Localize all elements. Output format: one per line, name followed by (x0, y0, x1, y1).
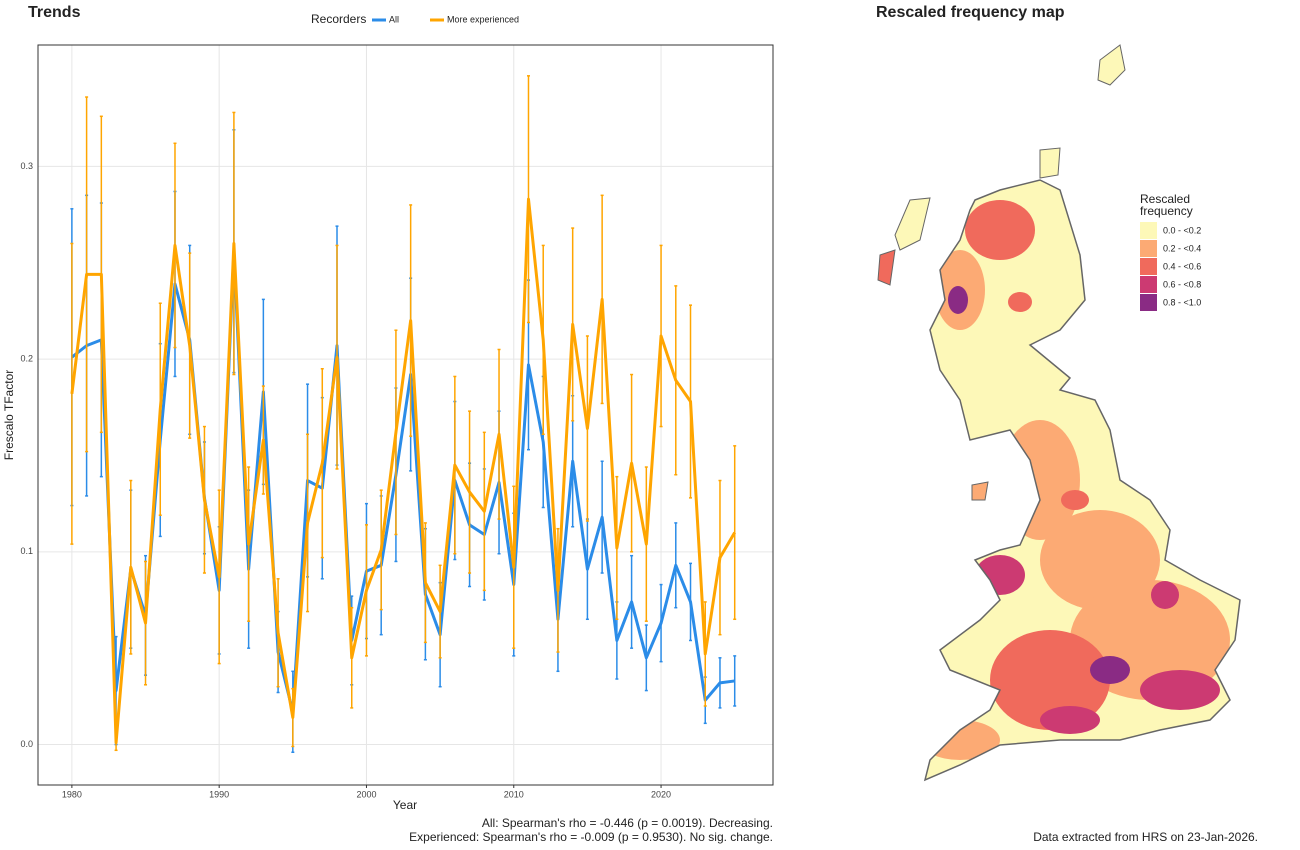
chart-title: Trends (28, 4, 81, 21)
map-legend-swatch (1140, 258, 1157, 275)
x-tick-label: 2020 (651, 789, 671, 799)
y-tick-label: 0.0 (20, 739, 33, 749)
y-tick-label: 0.1 (20, 546, 33, 556)
x-tick-label: 2010 (504, 789, 524, 799)
panel-border (37, 44, 774, 786)
map-island (1097, 44, 1126, 86)
map-island (1039, 147, 1061, 179)
map-island (894, 197, 931, 251)
map-legend-label: 0.2 - <0.4 (1163, 243, 1201, 253)
y-tick-label: 0.3 (20, 161, 33, 171)
map-legend-label: 0.4 - <0.6 (1163, 261, 1201, 271)
map-title: Rescaled frequency map (876, 4, 1065, 21)
map-legend-swatch (1140, 222, 1157, 239)
map-footer: Data extracted from HRS on 23-Jan-2026. (1033, 830, 1258, 844)
x-tick-label: 1980 (62, 789, 82, 799)
map-legend-label: 0.8 - <1.0 (1163, 297, 1201, 307)
legend-title: Recorders (311, 12, 366, 26)
note: Experienced: Spearman's rho = -0.009 (p … (409, 830, 773, 844)
map-legend-title: Rescaled (1140, 192, 1190, 206)
map-legend-swatch (1140, 240, 1157, 257)
series-line (70, 197, 736, 745)
y-tick-label: 0.2 (20, 353, 33, 363)
series-line (70, 249, 735, 714)
map-legend-title: frequency (1140, 204, 1193, 218)
x-axis-label: Year (393, 798, 417, 812)
map-island (877, 249, 896, 286)
y-axis-label: Frescalo TFactor (2, 370, 16, 460)
legend-label: More experienced (447, 14, 519, 24)
map-island (971, 481, 989, 501)
legend-label: All (389, 14, 399, 24)
x-tick-label: 1990 (209, 789, 229, 799)
map-legend-label: 0.0 - <0.2 (1163, 225, 1201, 235)
x-tick-label: 2000 (356, 789, 376, 799)
note: All: Spearman's rho = -0.446 (p = 0.0019… (482, 816, 773, 830)
map-legend-swatch (1140, 276, 1157, 293)
map-legend-swatch (1140, 294, 1157, 311)
map-legend-label: 0.6 - <0.8 (1163, 279, 1201, 289)
